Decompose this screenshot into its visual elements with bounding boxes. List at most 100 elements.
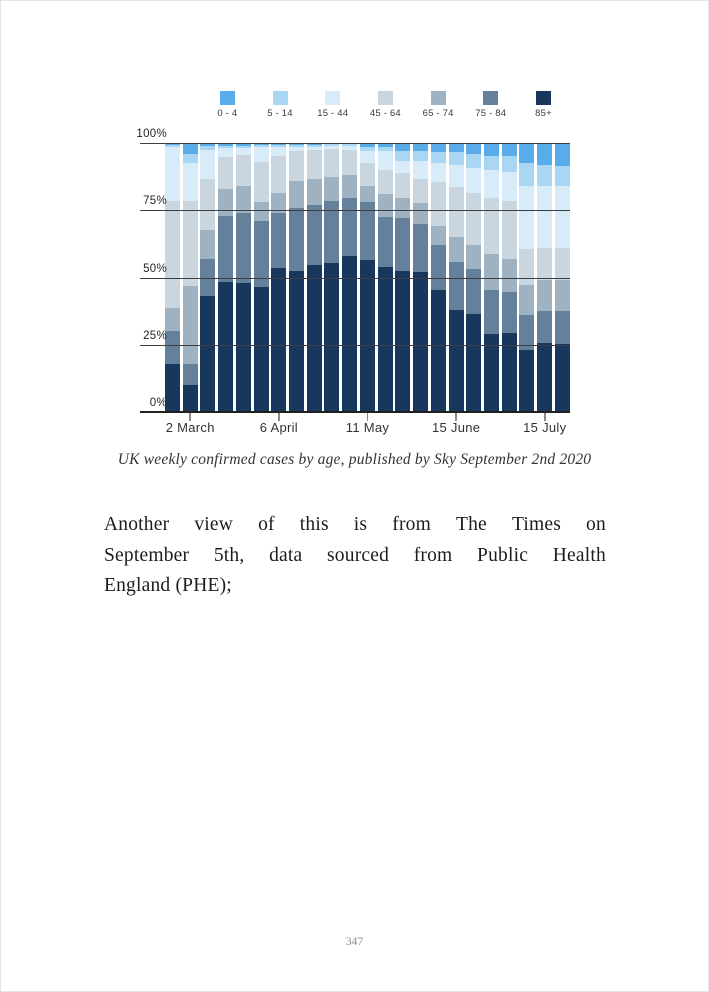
bar-segment-75-84 [182, 363, 198, 386]
bar-segment-0-4 [218, 143, 234, 146]
bar-segment-75-84 [413, 223, 429, 273]
bar-segment-85+ [430, 289, 446, 412]
bar-segment-85+ [165, 363, 180, 412]
bar-segment-15-44 [165, 147, 180, 201]
bar-segment-65-74 [324, 176, 340, 202]
bar-segment-45-64 [537, 247, 553, 281]
bar-segment-45-64 [306, 150, 322, 179]
bar-segment-65-74 [253, 202, 269, 222]
bar-segment-85+ [342, 255, 358, 412]
bar-segment-0-4 [395, 143, 411, 151]
bar-segment-85+ [377, 266, 393, 412]
bar-segment-45-64 [253, 161, 269, 203]
legend-label: 15 - 44 [317, 108, 349, 119]
legend-swatch-75-84 [483, 91, 499, 105]
bar-segment-65-74 [218, 188, 234, 216]
bar-segment-15-44 [182, 163, 198, 201]
bar-segment-75-84 [289, 208, 305, 271]
bar-segment-15-44 [306, 146, 322, 151]
x-axis-label: 2 March [165, 420, 215, 435]
bar-segment-45-64 [377, 169, 393, 195]
bar-segment-85+ [554, 343, 570, 412]
bar-group [253, 143, 269, 412]
bar-segment-45-64 [289, 150, 305, 182]
bar-group [271, 143, 287, 412]
bar-group [519, 143, 535, 412]
x-axis-label: 15 June [431, 420, 481, 435]
bar-segment-5-14 [342, 144, 358, 146]
legend-item: 75 - 84 [464, 91, 517, 119]
bar-group [430, 143, 446, 412]
page-number: 347 [345, 936, 364, 948]
bar-segment-15-44 [271, 146, 287, 156]
body-text-line: England (PHE); [104, 575, 232, 596]
bar-segment-75-84 [395, 218, 411, 271]
bar-segment-85+ [466, 313, 482, 412]
word: sourced [327, 544, 390, 566]
bar-segment-75-84 [324, 201, 340, 263]
word: of [258, 514, 275, 535]
bar-segment-45-64 [359, 162, 375, 186]
bar-segment-5-14 [306, 144, 322, 147]
y-axis-label: 25% [143, 330, 167, 342]
gridline [140, 278, 570, 280]
bar-group [306, 143, 322, 412]
bar-segment-5-14 [483, 155, 499, 170]
bar-segment-5-14 [324, 144, 340, 146]
legend-item: 0 - 4 [201, 91, 254, 119]
bar-segment-45-64 [554, 247, 570, 281]
bar-segment-5-14 [554, 165, 570, 187]
bar-segment-85+ [235, 282, 251, 412]
bar-segment-0-4 [413, 143, 429, 152]
bar-group [501, 143, 517, 412]
bar-segment-5-14 [165, 144, 180, 148]
x-axis-label: 6 April [259, 420, 298, 435]
bar-segment-85+ [218, 281, 234, 412]
bar-segment-0-4 [519, 143, 535, 164]
bar-segment-5-14 [200, 146, 216, 150]
x-axis-tick [455, 413, 457, 421]
bar-segment-65-74 [289, 181, 305, 209]
word: Another [104, 514, 170, 535]
bar-segment-5-14 [271, 144, 287, 147]
bars-area [165, 143, 570, 412]
bar-group [537, 143, 553, 412]
bar-segment-45-64 [519, 248, 535, 286]
bar-segment-45-64 [271, 155, 287, 193]
bar-segment-5-14 [182, 153, 198, 164]
bar-segment-75-84 [554, 310, 570, 344]
word: is [353, 514, 368, 535]
bar-segment-85+ [271, 268, 287, 412]
bar-segment-45-64 [165, 200, 180, 309]
bar-segment-85+ [519, 349, 535, 412]
bar-segment-15-44 [430, 162, 446, 183]
bar-group [182, 143, 198, 412]
bar-segment-65-74 [537, 280, 553, 311]
legend-label: 5 - 14 [267, 108, 293, 119]
bar-group [413, 143, 429, 412]
legend-swatch-45-64 [377, 91, 393, 105]
bar-segment-15-44 [501, 171, 517, 202]
legend-label: 75 - 84 [475, 108, 507, 119]
bar-segment-45-64 [182, 200, 198, 286]
bar-segment-0-4 [483, 143, 499, 156]
word: Public [477, 544, 529, 566]
bar-group [235, 143, 251, 412]
bar-segment-0-4 [359, 143, 375, 147]
bar-segment-65-74 [554, 280, 570, 311]
bar-segment-65-74 [165, 308, 180, 332]
word: Times [511, 514, 562, 535]
bar-group [466, 143, 482, 412]
bar-segment-65-74 [395, 197, 411, 219]
bar-segment-45-64 [200, 179, 216, 231]
bar-group [324, 143, 340, 412]
legend-item: 65 - 74 [412, 91, 465, 119]
bar-group [359, 143, 375, 412]
y-axis-label: 50% [143, 263, 167, 275]
bar-group [165, 143, 180, 412]
bar-segment-85+ [537, 343, 553, 412]
bar-segment-15-44 [342, 145, 358, 150]
bar-segment-0-4 [430, 143, 446, 153]
x-axis-label: 15 July [523, 420, 567, 435]
